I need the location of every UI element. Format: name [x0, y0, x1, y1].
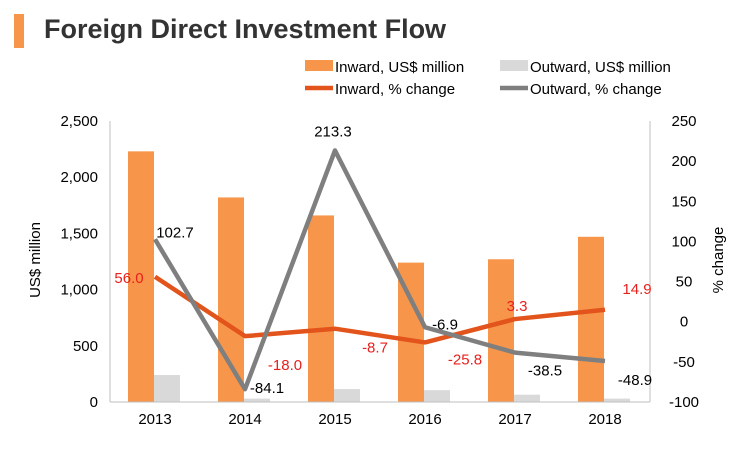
data-label-outward-2016: -6.9: [432, 316, 458, 333]
y2-tick-label: 250: [671, 113, 696, 130]
legend-label: Outward, US$ million: [530, 59, 671, 76]
y2-tick-label: 100: [671, 233, 696, 250]
bar-inward-2018: [578, 236, 604, 402]
bar-inward-2015: [308, 215, 334, 402]
bar-outward-2017: [514, 394, 540, 402]
data-label-outward-2013: 102.7: [156, 224, 194, 241]
y-tick-label: 2,000: [60, 169, 98, 186]
data-label-outward-2018: -48.9: [618, 372, 652, 389]
x-tick-label: 2017: [498, 411, 531, 428]
bar-inward-2017: [488, 259, 514, 402]
y2-tick-label: 200: [671, 153, 696, 170]
bar-outward-2013: [154, 375, 180, 402]
bar-outward-2015: [334, 389, 360, 402]
y-tick-label: 1,000: [60, 282, 98, 299]
data-label-inward-2014: -18.0: [268, 357, 302, 374]
chart-title: Foreign Direct Investment Flow: [44, 14, 447, 44]
data-label-inward-2016: -25.8: [448, 351, 482, 368]
legend-label: Inward, US$ million: [335, 59, 464, 76]
y-tick-label: 1,500: [60, 225, 98, 242]
legend-label: Inward, % change: [335, 81, 455, 98]
legend: Inward, US$ million Outward, US$ million I…: [305, 59, 671, 98]
axes: 0 500 1,000 1,500 2,000 2,500 -100 -50 0 50 100 150…: [60, 113, 699, 428]
line-inward-pct: [153, 274, 606, 345]
data-labels: 56.0 -18.0 -8.7 -25.8 3.3 14.9 102.7 -84.1 213.3…: [114, 123, 652, 397]
bar-outward-2018: [604, 398, 630, 402]
bar-inward-2014: [218, 197, 244, 402]
legend-swatch: [305, 60, 333, 71]
title-accent-bar: [14, 14, 24, 48]
bar-inward-2013: [128, 151, 154, 402]
bars: [128, 151, 630, 402]
y-tick-label: 2,500: [60, 113, 98, 130]
line-outward-pct: [153, 148, 606, 392]
y2-tick-label: -100: [669, 394, 699, 411]
data-label-outward-2017: -38.5: [528, 363, 562, 380]
x-tick-label: 2015: [318, 411, 351, 428]
y2-tick-label: 50: [676, 274, 693, 291]
y-tick-label: 0: [90, 394, 98, 411]
data-label-inward-2017: 3.3: [507, 298, 528, 315]
lines: [153, 148, 606, 392]
y-tick-label: 500: [73, 338, 98, 355]
legend-swatch: [500, 60, 528, 71]
x-tick-label: 2013: [138, 411, 171, 428]
data-label-outward-2015: 213.3: [314, 123, 352, 140]
data-label-inward-2018: 14.9: [622, 281, 651, 298]
x-tick-label: 2018: [588, 411, 621, 428]
data-label-inward-2013: 56.0: [114, 270, 143, 287]
data-label-inward-2015: -8.7: [362, 340, 388, 357]
bar-outward-2016: [424, 390, 450, 402]
x-tick-label: 2016: [408, 411, 441, 428]
bar-outward-2014: [244, 398, 270, 402]
y2-axis-title: % change: [710, 227, 727, 294]
y2-tick-label: 0: [680, 314, 688, 331]
y-axis-title: US$ million: [27, 222, 44, 298]
data-label-outward-2014: -84.1: [250, 380, 284, 397]
y2-tick-label: -50: [673, 354, 695, 371]
y2-tick-label: 150: [671, 193, 696, 210]
x-tick-label: 2014: [228, 411, 261, 428]
legend-label: Outward, % change: [530, 81, 662, 98]
